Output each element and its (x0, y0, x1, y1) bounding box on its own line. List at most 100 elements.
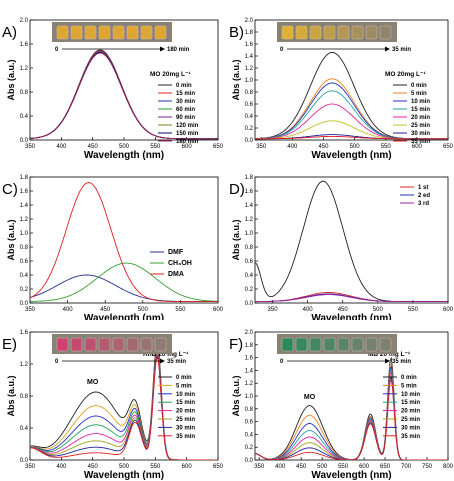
y-tick-label: 0.0 (20, 458, 29, 464)
x-tick-label: 400 (56, 144, 67, 150)
x-tick-label: 400 (56, 464, 67, 470)
legend-label: 30 min (176, 99, 195, 105)
y-tick-label: 0.4 (245, 114, 254, 120)
legend-label: 60 min (176, 107, 195, 113)
panel-label: A) (2, 24, 17, 41)
x-tick-label: 450 (296, 464, 307, 470)
y-tick-label: 0.6 (245, 102, 254, 108)
inset-end-label: 35 min (392, 359, 411, 365)
chart-svg: 350 400 450 500 550 600 0.0 0.2 0.4 0.6 0.8 1.0 1.2 1… (6, 175, 224, 320)
x-tick-label: 600 (182, 464, 193, 470)
y-tick-label: 0.2 (245, 287, 254, 293)
vial (98, 337, 111, 352)
legend-label: DMA (168, 271, 184, 278)
legend-label: 25 min (401, 417, 420, 423)
arrow-head-icon (160, 46, 165, 52)
legend-label: 5 min (401, 383, 417, 389)
y-tick-label: 0.6 (245, 420, 254, 426)
y-axis-label: Abs (a.u.) (231, 375, 241, 416)
vial (379, 337, 392, 352)
vial (295, 337, 308, 352)
inset-end-label: 35 min (392, 47, 411, 53)
panel-label: D) (229, 181, 245, 198)
legend-label: 1 st (418, 185, 428, 191)
y-tick-label: 1.4 (245, 203, 254, 209)
series-line (30, 346, 218, 460)
legend-label: 20 min (401, 409, 420, 415)
x-tick-label: 700 (401, 464, 412, 470)
legend-label: CH₃OH (168, 260, 192, 267)
vial (56, 25, 69, 40)
x-tick-label: 450 (100, 307, 111, 313)
x-axis-label: Wavelength (nm) (84, 313, 164, 320)
x-tick-label: 500 (373, 307, 384, 313)
vial (281, 337, 294, 352)
y-axis-label: Abs (a.u.) (6, 59, 16, 100)
x-tick-label: 350 (25, 144, 36, 150)
legend-label: 35 min (401, 434, 420, 440)
series-line (30, 182, 218, 303)
arrow-head-icon (385, 358, 390, 364)
vial (140, 25, 153, 40)
x-tick-label: 500 (317, 464, 328, 470)
legend-label: 10 min (401, 392, 420, 398)
x-tick-label: 350 (256, 144, 267, 150)
y-tick-label: 0.0 (245, 301, 254, 307)
series-group (255, 180, 448, 303)
x-tick-label: 450 (318, 144, 329, 150)
series-line (30, 349, 218, 460)
y-tick-label: 0.8 (20, 394, 29, 400)
chart-svg: 350 400 450 500 550 600 650 0.0 0.4 0.8 1.2 1.6 2.0 W… (6, 18, 224, 160)
y-tick-label: 1.2 (245, 217, 254, 223)
y-tick-label: 1.2 (245, 381, 254, 387)
x-tick-label: 750 (422, 464, 433, 470)
y-tick-label: 1.4 (245, 54, 254, 60)
legend-label: 20 min (411, 115, 430, 121)
y-tick-label: 0.0 (20, 138, 29, 144)
y-tick-label: 1.4 (245, 368, 254, 374)
legend-label: 25 min (411, 123, 430, 129)
y-tick-label: 1.2 (20, 217, 29, 223)
y-tick-label: 0.6 (20, 259, 29, 265)
y-axis-label: Abs (a.u.) (6, 219, 16, 260)
y-tick-label: 0.4 (20, 273, 29, 279)
vial (126, 337, 139, 352)
y-tick-label: 0.8 (245, 90, 254, 96)
legend-label: 15 min (411, 107, 430, 113)
chart-panel: D) 350 400 450 500 550 600 0.0 0.2 0.4 0.6 0.8 1.0 1.… (227, 160, 454, 320)
x-axis-label: Wavelength (nm) (84, 150, 164, 160)
vial (365, 337, 378, 352)
vial (84, 337, 97, 352)
vial (337, 25, 350, 40)
vial (323, 337, 336, 352)
legend-label: 25 min (176, 417, 195, 423)
x-tick-label: 550 (150, 144, 161, 150)
chart-panel: E) 350 400 450 500 550 600 650 0.0 0.4 0.8 1.2 1.6 Wa… (0, 320, 227, 481)
vial (126, 25, 139, 40)
y-tick-label: 1.0 (245, 394, 254, 400)
y-tick-label: 1.2 (245, 66, 254, 72)
vial (70, 337, 83, 352)
x-tick-label: 350 (254, 464, 265, 470)
arrow-head-icon (160, 358, 165, 364)
y-tick-label: 1.6 (20, 42, 29, 48)
x-tick-label: 550 (408, 307, 419, 313)
x-tick-label: 500 (138, 307, 149, 313)
y-tick-label: 0.2 (245, 126, 254, 132)
inset-start-label: 0 (280, 47, 284, 53)
x-tick-label: 400 (275, 464, 286, 470)
x-tick-label: 350 (25, 464, 36, 470)
legend-title: MO 20mg L⁻¹ (150, 71, 191, 78)
y-tick-label: 0.2 (20, 287, 29, 293)
panel-label: C) (2, 181, 18, 198)
annotation-label: MO (304, 394, 316, 401)
y-tick-label: 1.6 (245, 42, 254, 48)
series-group (255, 51, 448, 140)
series-line (255, 294, 448, 303)
vial (323, 25, 336, 40)
legend-label: 15 min (176, 400, 195, 406)
legend-label: 180 min (176, 139, 199, 145)
legend-label: 90 min (176, 115, 195, 121)
x-tick-label: 550 (175, 307, 186, 313)
inset-end-label: 180 min (167, 47, 190, 53)
